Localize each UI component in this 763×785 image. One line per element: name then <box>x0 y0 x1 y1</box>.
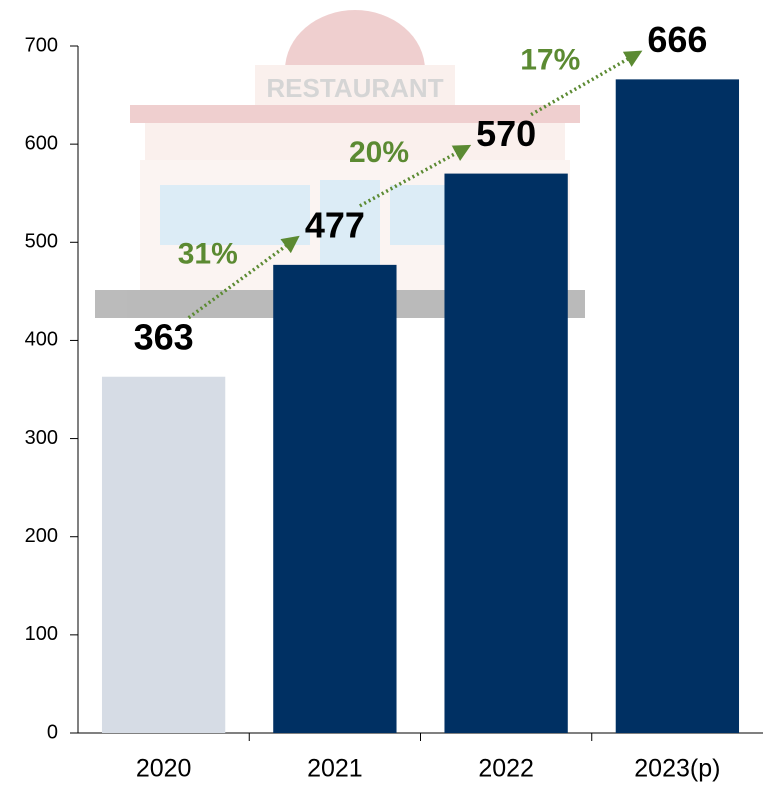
y-tick-label: 700 <box>25 34 58 56</box>
awning-bar <box>130 105 580 123</box>
x-tick-label: 2020 <box>136 755 192 783</box>
value-label: 363 <box>134 316 194 357</box>
x-tick-label: 2022 <box>478 755 534 783</box>
y-tick-label: 400 <box>25 329 58 351</box>
y-tick-label: 100 <box>25 623 58 645</box>
bar <box>615 79 740 733</box>
value-label: 570 <box>476 113 536 154</box>
value-label: 477 <box>305 204 365 245</box>
growth-label: 31% <box>178 238 238 271</box>
y-tick-label: 0 <box>47 721 58 743</box>
roof-arch <box>285 10 425 70</box>
growth-label: 20% <box>349 136 409 169</box>
bar <box>444 173 568 734</box>
y-tick-label: 200 <box>25 525 58 547</box>
value-label: 666 <box>647 19 707 60</box>
growth-arrow <box>359 144 472 208</box>
x-tick-label: 2023(p) <box>634 755 720 783</box>
y-tick-label: 600 <box>25 132 58 154</box>
sign-board <box>255 65 455 110</box>
sign-text: RESTAURANT <box>266 73 443 103</box>
bar <box>273 264 397 733</box>
y-tick-label: 300 <box>25 427 58 449</box>
growth-arrow <box>530 50 643 117</box>
growth-label: 17% <box>520 43 580 76</box>
y-tick-label: 500 <box>25 231 58 253</box>
awning <box>145 123 565 163</box>
x-tick-label: 2021 <box>307 755 363 783</box>
window <box>160 185 310 245</box>
bar <box>101 376 226 733</box>
